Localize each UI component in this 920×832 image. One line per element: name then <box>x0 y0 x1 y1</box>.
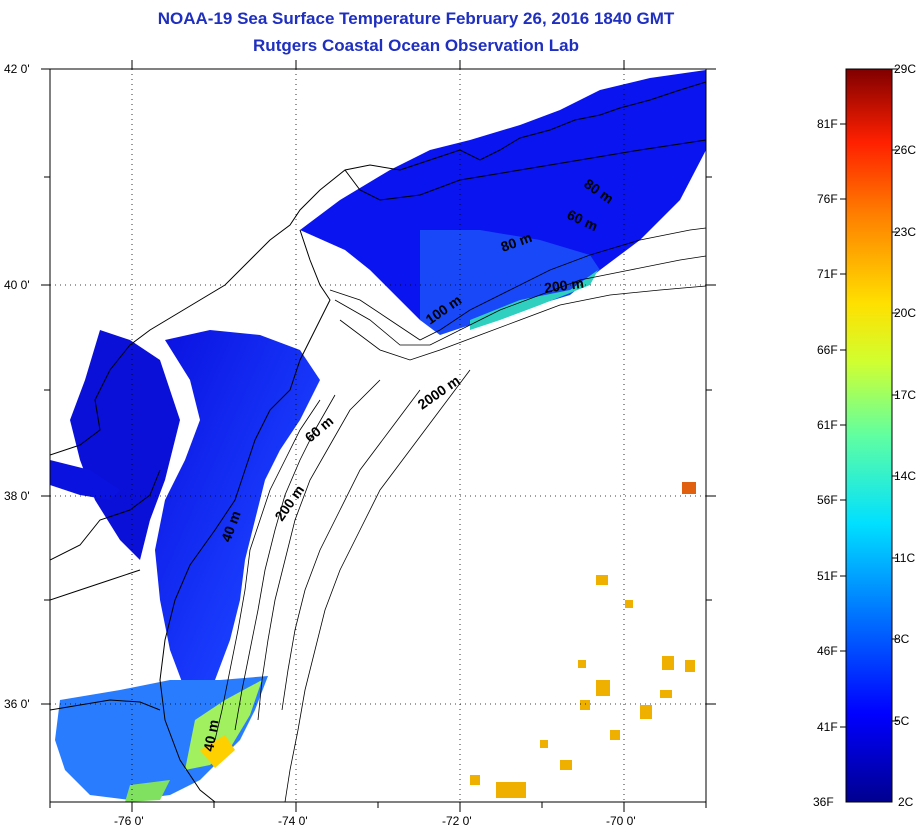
lat-label: 40 0' <box>4 278 30 292</box>
sst-hatteras-hot <box>200 735 235 768</box>
lat-label: 38 0' <box>4 489 30 503</box>
lat-label: 42 0' <box>4 62 30 76</box>
sst-warm-core <box>682 482 696 494</box>
sst-shelf-mid <box>420 230 600 335</box>
colorbar-label-f: 61F <box>817 418 838 432</box>
map-subtitle: Rutgers Coastal Ocean Observation Lab <box>253 36 579 55</box>
colorbar-label-c: 8C <box>894 632 910 646</box>
lon-label: -76 0' <box>114 814 144 828</box>
sst-chesapeake <box>70 330 180 560</box>
colorbar-label-f: 51F <box>817 569 838 583</box>
colorbar-label-f: 36F <box>813 795 834 809</box>
lon-label: -70 0' <box>606 814 636 828</box>
axis-ticks <box>41 60 716 812</box>
colorbar-label-c: 11C <box>894 551 916 565</box>
colorbar-ticks <box>840 68 898 728</box>
colorbar-label-f: 41F <box>817 720 838 734</box>
colorbar-label-f: 56F <box>817 493 838 507</box>
sst-potomac <box>50 460 120 500</box>
colorbar-label-f: 71F <box>817 267 838 281</box>
colorbar-label-c: 14C <box>894 469 917 483</box>
sst-shelf-edge-warm <box>470 270 598 330</box>
bathymetry-contours <box>214 227 706 802</box>
contour-label: 200 m <box>543 275 585 296</box>
colorbar-label-f: 81F <box>817 117 838 131</box>
contour-label: 60 m <box>302 413 337 446</box>
colorbar-label-f: 66F <box>817 343 838 357</box>
lat-label: 36 0' <box>4 697 30 711</box>
grid-lines <box>50 69 706 802</box>
colorbar-label-c: 29C <box>894 62 917 76</box>
colorbar-label-c: 2C <box>898 795 914 809</box>
map-title: NOAA-19 Sea Surface Temperature February… <box>157 9 675 28</box>
contour-label: 2000 m <box>415 372 463 412</box>
sst-south-green <box>125 780 170 802</box>
colorbar-label-c: 23C <box>894 225 917 239</box>
colorbar-label-c: 5C <box>894 714 910 728</box>
sst-gulfstream-patches <box>470 575 695 798</box>
contour-label: 40 m <box>200 718 221 752</box>
sst-shelf-north <box>300 70 706 330</box>
colorbar-label-f: 76F <box>817 192 838 206</box>
lon-label: -72 0' <box>442 814 472 828</box>
colorbar <box>845 68 893 803</box>
lon-label: -74 0' <box>278 814 308 828</box>
colorbar-label-f: 46F <box>817 644 838 658</box>
colorbar-label-c: 20C <box>894 306 917 320</box>
colorbar-label-c: 26C <box>894 143 917 157</box>
colorbar-label-c: 17C <box>894 388 917 402</box>
sst-shelf-central <box>155 330 320 700</box>
